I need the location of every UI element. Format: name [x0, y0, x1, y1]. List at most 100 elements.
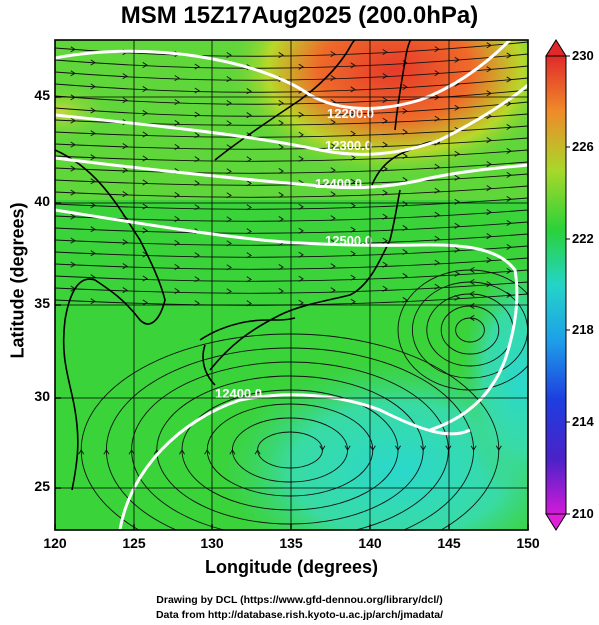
streamline-arrow	[382, 213, 388, 220]
streamline-arrow	[382, 261, 388, 268]
streamline-arrow	[174, 75, 180, 82]
streamline-arrow	[90, 226, 96, 233]
x-tick-label: 140	[358, 535, 382, 551]
streamline-arrow	[434, 187, 440, 194]
streamline-arrow	[382, 117, 388, 124]
streamline-arrow	[90, 59, 96, 66]
streamline-arrow	[434, 46, 440, 53]
streamline-arrow	[194, 63, 200, 70]
streamline-arrow	[226, 240, 232, 247]
streamline-arrow	[142, 155, 148, 162]
streamline	[55, 65, 528, 81]
streamline-arrow	[246, 204, 252, 211]
streamline-arrow	[90, 298, 96, 305]
streamline-arrow	[434, 163, 440, 170]
streamline-arrow	[78, 449, 85, 455]
y-tick-label: 45	[34, 87, 50, 103]
contour-12400-south	[118, 393, 471, 530]
streamline-arrow	[350, 62, 356, 69]
streamline-arrow	[382, 97, 388, 104]
streamline-arrow	[142, 203, 148, 210]
x-tick-label: 145	[437, 535, 461, 551]
streamline-arrow	[469, 291, 475, 297]
streamline-arrow	[194, 204, 200, 211]
streamline-arrow	[350, 250, 356, 257]
streamline-arrow	[395, 445, 401, 451]
streamline-arrow	[122, 97, 128, 104]
contour-label-3: 12400.0	[315, 176, 362, 191]
streamline-arrow	[229, 449, 236, 455]
streamline-arrow	[454, 270, 460, 277]
streamline-arrow	[246, 180, 252, 187]
streamline-arrow	[174, 192, 180, 198]
colorbar-label: 230	[572, 48, 594, 63]
streamline-arrow	[103, 449, 110, 455]
streamline-arrow	[90, 178, 96, 185]
streamline-arrow	[246, 156, 252, 163]
contour-label-1: 12200.0	[327, 106, 374, 121]
streamline-arrow	[70, 165, 76, 172]
streamline-arrow	[506, 172, 512, 178]
contour-12300	[55, 83, 528, 156]
streamline-arrow	[454, 56, 460, 63]
streamline-arrow	[470, 445, 477, 451]
streamline-arrow	[330, 143, 336, 150]
coast-korea-china	[55, 149, 166, 491]
streamline-arrow	[350, 274, 356, 281]
streamline-arrow	[194, 87, 200, 94]
streamline-arrow	[246, 88, 252, 95]
streamline-arrow	[469, 303, 475, 309]
credit-data: Data from http://database.rish.kyoto-u.a…	[155, 609, 444, 621]
streamline-arrow	[226, 100, 232, 106]
streamline-arrow	[402, 273, 408, 279]
streamline-arrow	[194, 132, 200, 139]
streamline-arrow	[246, 276, 252, 283]
streamline-arrow	[142, 110, 148, 116]
streamline	[55, 125, 528, 138]
y-tick-label: 35	[34, 295, 50, 311]
streamline-arrow	[330, 263, 336, 270]
streamline-arrow	[350, 178, 356, 185]
tick-marks	[54, 96, 529, 530]
streamline-arrow	[226, 216, 232, 223]
streamline-arrow	[122, 143, 128, 150]
coast-russia	[214, 40, 356, 161]
streamline-arrow	[122, 263, 128, 270]
streamline-arrow	[330, 51, 336, 57]
streamline-arrow	[402, 108, 408, 115]
streamline-arrow	[90, 154, 96, 161]
streamline-arrow	[254, 449, 261, 455]
streamline-arrow	[506, 268, 512, 274]
streamline-arrow	[350, 154, 356, 161]
streamline-arrow	[298, 227, 304, 234]
colorbar-min-arrow	[545, 513, 567, 531]
streamline-arrow	[194, 276, 200, 283]
streamline-arrow	[469, 315, 475, 321]
x-axis-label: Longitude (degrees)	[204, 557, 378, 577]
streamline-arrow	[70, 117, 76, 124]
streamline-arrow	[402, 129, 408, 135]
streamline-arrow	[298, 111, 304, 118]
streamline-arrow	[486, 257, 492, 264]
colorbar-label: 214	[572, 414, 594, 429]
streamline-arrow	[194, 252, 200, 259]
streamline-arrow	[382, 285, 388, 292]
streamline-arrow	[350, 86, 356, 93]
streamline-arrow	[330, 191, 336, 198]
streamline-arrow	[486, 209, 492, 216]
streamline	[55, 281, 528, 294]
streamline-arrow	[469, 267, 475, 273]
streamline-arrow	[128, 449, 135, 455]
streamline-arrow	[506, 196, 512, 202]
streamline-arrow	[90, 83, 96, 90]
streamline-arrow	[350, 130, 356, 137]
streamline-arrow	[382, 189, 388, 196]
streamline-arrow	[420, 445, 427, 451]
streamline-arrow	[174, 99, 180, 106]
streamline-arrow	[298, 299, 304, 306]
streamline-arrow	[90, 107, 96, 114]
streamline-arrow	[486, 185, 492, 192]
streamline-arrow	[506, 76, 512, 83]
streamline-arrow	[454, 246, 460, 253]
streamline-arrow	[142, 179, 148, 186]
